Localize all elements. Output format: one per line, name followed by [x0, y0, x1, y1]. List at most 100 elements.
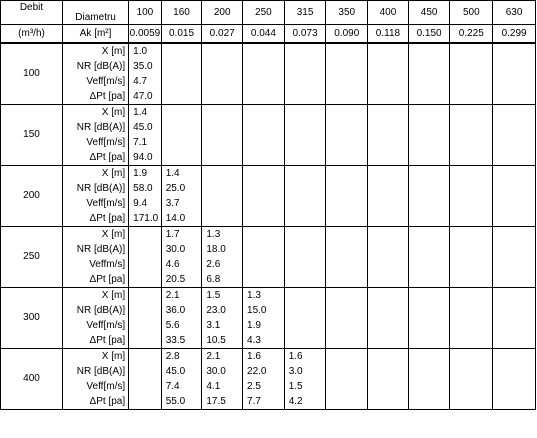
value-cell: 3.0 [283, 364, 327, 379]
table-row: 300 X [m] 2.1 1.5 1.3 [0, 287, 536, 349]
value-cell: 3.7 [160, 196, 203, 211]
value-cell [160, 135, 203, 150]
value-cell [367, 59, 409, 74]
value-cell: 22.0 [242, 364, 285, 379]
value-cell: 4.3 [242, 333, 285, 349]
value-cell [407, 120, 451, 135]
value-cell: 7.1 [128, 135, 162, 150]
value-cell [449, 226, 494, 242]
table-row: ΔPt [pa] 94.0 [1, 150, 536, 166]
unit-header: (m³/h) [0, 24, 64, 44]
diameter-cell: 630 [492, 0, 536, 25]
value-cell [492, 211, 536, 227]
table-row: 150 X [m] 1.4 [0, 104, 536, 166]
value-cell [242, 242, 285, 257]
value-cell [325, 165, 369, 181]
value-cell [367, 196, 409, 211]
value-cell [283, 318, 327, 333]
value-cell [242, 89, 285, 105]
table-row: NR [dB(A)] 30.0 18.0 [1, 242, 536, 257]
value-cell [325, 364, 369, 379]
airflow-data-table: Debit Diametru 100 160 200 250 315 350 4… [0, 0, 536, 410]
value-cell [128, 348, 162, 364]
parameter-label: Veff[m/s] [62, 318, 130, 333]
parameter-label: ΔPt [pa] [62, 394, 130, 410]
value-cell [160, 104, 203, 120]
value-cell [325, 181, 369, 196]
value-cell: 171.0 [128, 211, 162, 227]
value-cell [325, 242, 369, 257]
value-cell [407, 394, 451, 410]
diameter-cell: 450 [407, 0, 451, 25]
value-cell [201, 59, 244, 74]
value-cell [283, 196, 327, 211]
value-cell [201, 120, 244, 135]
table-row: Veff[m/s] 5.6 3.1 1.9 [1, 318, 536, 333]
value-cell [367, 135, 409, 150]
value-cell [492, 59, 536, 74]
ak-cell: 0.073 [283, 24, 327, 44]
value-cell [449, 150, 494, 166]
value-cell [283, 104, 327, 120]
value-cell [128, 379, 162, 394]
value-cell: 1.9 [242, 318, 285, 333]
value-cell [242, 135, 285, 150]
value-cell [325, 226, 369, 242]
table-row: NR [dB(A)] 45.0 30.0 22.0 3.0 [1, 364, 536, 379]
debit-header: Debit [0, 0, 64, 25]
value-cell [449, 120, 494, 135]
parameter-label: NR [dB(A)] [62, 59, 130, 74]
value-cell [367, 348, 409, 364]
value-cell [325, 196, 369, 211]
value-cell: 55.0 [160, 394, 203, 410]
ak-cell: 0.118 [367, 24, 409, 44]
value-cell [160, 89, 203, 105]
parameter-label: X [m] [62, 42, 130, 59]
value-cell [242, 211, 285, 227]
value-cell [128, 364, 162, 379]
value-cell [201, 165, 244, 181]
value-cell [128, 226, 162, 242]
value-cell [201, 150, 244, 166]
value-cell [128, 394, 162, 410]
value-cell [492, 364, 536, 379]
table-row: Veff[m/s] 7.1 [1, 135, 536, 150]
value-cell [449, 272, 494, 288]
value-cell [325, 120, 369, 135]
value-cell [449, 333, 494, 349]
value-cell [201, 74, 244, 89]
value-cell [367, 120, 409, 135]
value-cell: 4.7 [128, 74, 162, 89]
parameter-label: X [m] [62, 165, 130, 181]
value-cell: 4.2 [283, 394, 327, 410]
diameter-cell: 160 [160, 0, 203, 25]
value-cell [201, 211, 244, 227]
value-cell [407, 364, 451, 379]
value-cell: 1.3 [242, 287, 285, 303]
value-cell [160, 59, 203, 74]
value-cell: 1.5 [201, 287, 244, 303]
value-cell [492, 272, 536, 288]
value-cell [449, 318, 494, 333]
table-row: ΔPt [pa] 20.5 6.8 [1, 272, 536, 288]
value-cell [449, 42, 494, 59]
value-cell: 9.4 [128, 196, 162, 211]
table-row: Veff[m/s] 7.4 4.1 2.5 1.5 [1, 379, 536, 394]
value-cell [407, 42, 451, 59]
table-row: Veffm/s] 4.6 2.6 [1, 257, 536, 272]
value-cell [449, 394, 494, 410]
value-cell [325, 272, 369, 288]
value-cell [407, 211, 451, 227]
table-row: 100 X [m] 1.0 [0, 42, 536, 105]
value-cell [283, 89, 327, 105]
value-cell: 2.1 [160, 287, 203, 303]
value-cell [242, 150, 285, 166]
value-cell [367, 287, 409, 303]
value-cell [283, 181, 327, 196]
value-cell [242, 181, 285, 196]
value-cell [325, 211, 369, 227]
table-row: 250 X [m] 1.7 1.3 [0, 226, 536, 288]
value-cell [367, 272, 409, 288]
value-cell: 14.0 [160, 211, 203, 227]
value-cell [367, 74, 409, 89]
